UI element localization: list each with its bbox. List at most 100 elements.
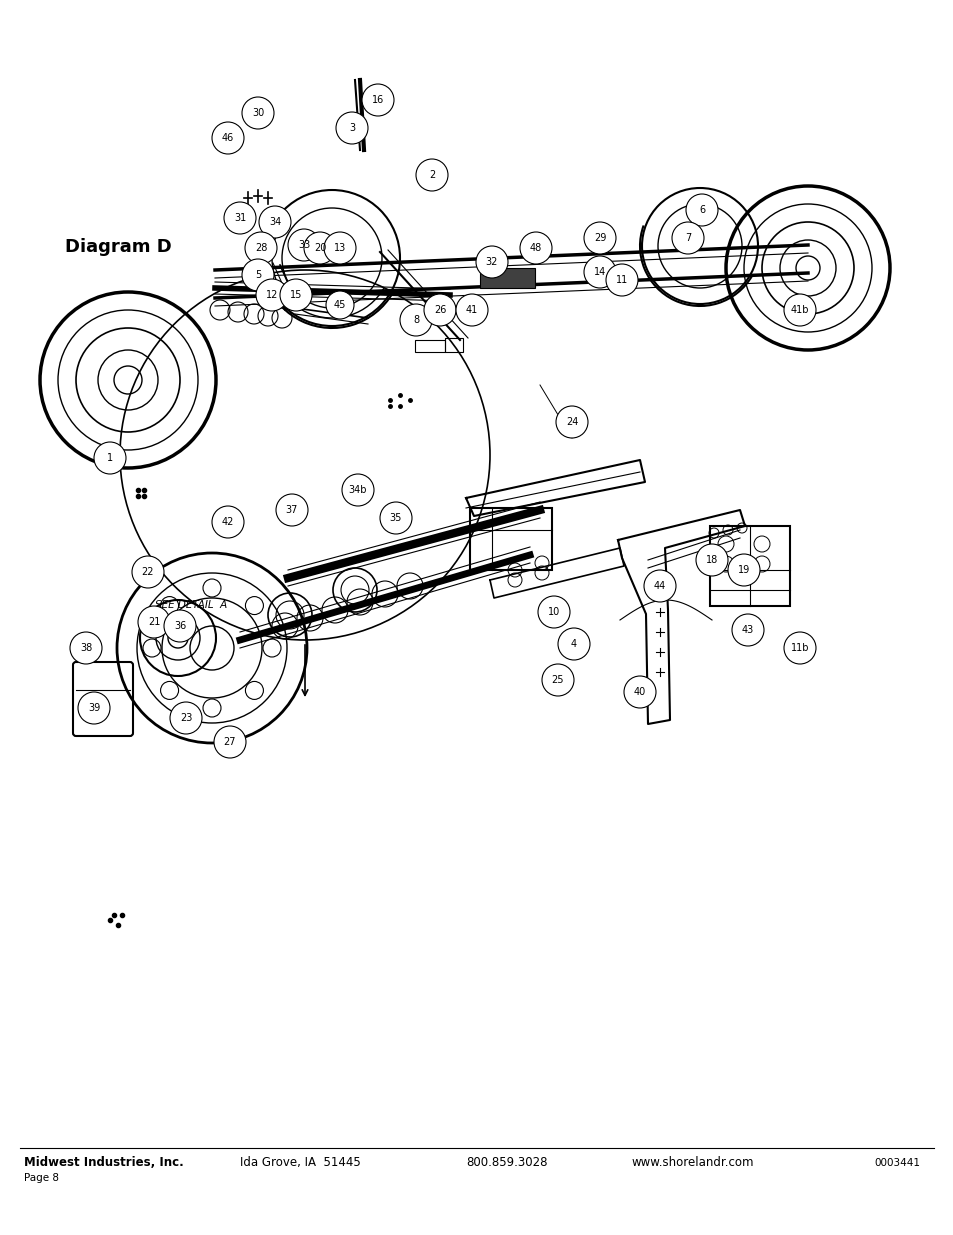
Circle shape — [731, 614, 763, 646]
Text: 20: 20 — [314, 243, 326, 253]
Text: 48: 48 — [529, 243, 541, 253]
Text: 43: 43 — [741, 625, 753, 635]
Circle shape — [242, 98, 274, 128]
Circle shape — [416, 159, 448, 191]
Circle shape — [519, 232, 552, 264]
Circle shape — [132, 556, 164, 588]
Text: 14: 14 — [594, 267, 605, 277]
Text: 25: 25 — [551, 676, 563, 685]
Text: 22: 22 — [142, 567, 154, 577]
Circle shape — [288, 228, 319, 261]
Text: www.shorelandr.com: www.shorelandr.com — [631, 1156, 754, 1170]
Circle shape — [324, 232, 355, 264]
Text: 33: 33 — [297, 240, 310, 249]
Circle shape — [456, 294, 488, 326]
Circle shape — [170, 701, 202, 734]
Circle shape — [583, 222, 616, 254]
Text: 39: 39 — [88, 703, 100, 713]
Text: 42: 42 — [222, 517, 233, 527]
Text: 7: 7 — [684, 233, 690, 243]
Circle shape — [245, 232, 276, 264]
Text: 31: 31 — [233, 212, 246, 224]
Text: 23: 23 — [179, 713, 192, 722]
Text: Page 8: Page 8 — [24, 1173, 59, 1183]
Text: 35: 35 — [390, 513, 402, 522]
Circle shape — [605, 264, 638, 296]
Text: 11b: 11b — [790, 643, 808, 653]
Circle shape — [335, 112, 368, 144]
Circle shape — [78, 692, 110, 724]
Text: 13: 13 — [334, 243, 346, 253]
Text: 26: 26 — [434, 305, 446, 315]
Circle shape — [275, 494, 308, 526]
Text: 6: 6 — [699, 205, 704, 215]
Text: 28: 28 — [254, 243, 267, 253]
Text: 30: 30 — [252, 107, 264, 119]
Circle shape — [558, 629, 589, 659]
Text: 24: 24 — [565, 417, 578, 427]
Text: 34: 34 — [269, 217, 281, 227]
Text: Diagram D: Diagram D — [65, 238, 172, 256]
Circle shape — [280, 279, 312, 311]
Text: 4: 4 — [570, 638, 577, 650]
Text: 1: 1 — [107, 453, 113, 463]
Circle shape — [326, 291, 354, 319]
Text: 37: 37 — [286, 505, 298, 515]
Circle shape — [537, 597, 569, 629]
Circle shape — [242, 259, 274, 291]
Text: 0003441: 0003441 — [873, 1158, 919, 1168]
Circle shape — [361, 84, 394, 116]
Text: 5: 5 — [254, 270, 261, 280]
Circle shape — [379, 501, 412, 534]
Circle shape — [623, 676, 656, 708]
Circle shape — [783, 632, 815, 664]
Circle shape — [671, 222, 703, 254]
Text: Midwest Industries, Inc.: Midwest Industries, Inc. — [24, 1156, 184, 1170]
Circle shape — [224, 203, 255, 233]
Text: 3: 3 — [349, 124, 355, 133]
Text: 34b: 34b — [349, 485, 367, 495]
Circle shape — [70, 632, 102, 664]
Text: 41b: 41b — [790, 305, 808, 315]
Text: 38: 38 — [80, 643, 92, 653]
FancyBboxPatch shape — [479, 268, 535, 288]
Text: 800.859.3028: 800.859.3028 — [465, 1156, 547, 1170]
Text: 21: 21 — [148, 618, 160, 627]
Circle shape — [212, 122, 244, 154]
Text: 18: 18 — [705, 555, 718, 564]
Text: 8: 8 — [413, 315, 418, 325]
Text: 16: 16 — [372, 95, 384, 105]
Circle shape — [304, 232, 335, 264]
Circle shape — [685, 194, 718, 226]
Circle shape — [255, 279, 288, 311]
Text: 10: 10 — [547, 606, 559, 618]
Text: 46: 46 — [222, 133, 233, 143]
Circle shape — [476, 246, 507, 278]
Text: 29: 29 — [593, 233, 605, 243]
Circle shape — [783, 294, 815, 326]
Circle shape — [541, 664, 574, 697]
Text: 40: 40 — [633, 687, 645, 697]
Circle shape — [423, 294, 456, 326]
Text: Ida Grove, IA  51445: Ida Grove, IA 51445 — [240, 1156, 360, 1170]
Circle shape — [213, 726, 246, 758]
Circle shape — [164, 610, 195, 642]
Text: 36: 36 — [173, 621, 186, 631]
Circle shape — [212, 506, 244, 538]
Text: 11: 11 — [616, 275, 627, 285]
Text: 32: 32 — [485, 257, 497, 267]
Circle shape — [583, 256, 616, 288]
Text: 41: 41 — [465, 305, 477, 315]
Text: 19: 19 — [737, 564, 749, 576]
Text: 15: 15 — [290, 290, 302, 300]
Text: 2: 2 — [429, 170, 435, 180]
Text: SEE DETAIL  A: SEE DETAIL A — [154, 600, 227, 610]
Circle shape — [727, 555, 760, 585]
Circle shape — [138, 606, 170, 638]
Text: 45: 45 — [334, 300, 346, 310]
Circle shape — [643, 571, 676, 601]
Circle shape — [94, 442, 126, 474]
Circle shape — [556, 406, 587, 438]
Circle shape — [399, 304, 432, 336]
Text: 44: 44 — [653, 580, 665, 592]
